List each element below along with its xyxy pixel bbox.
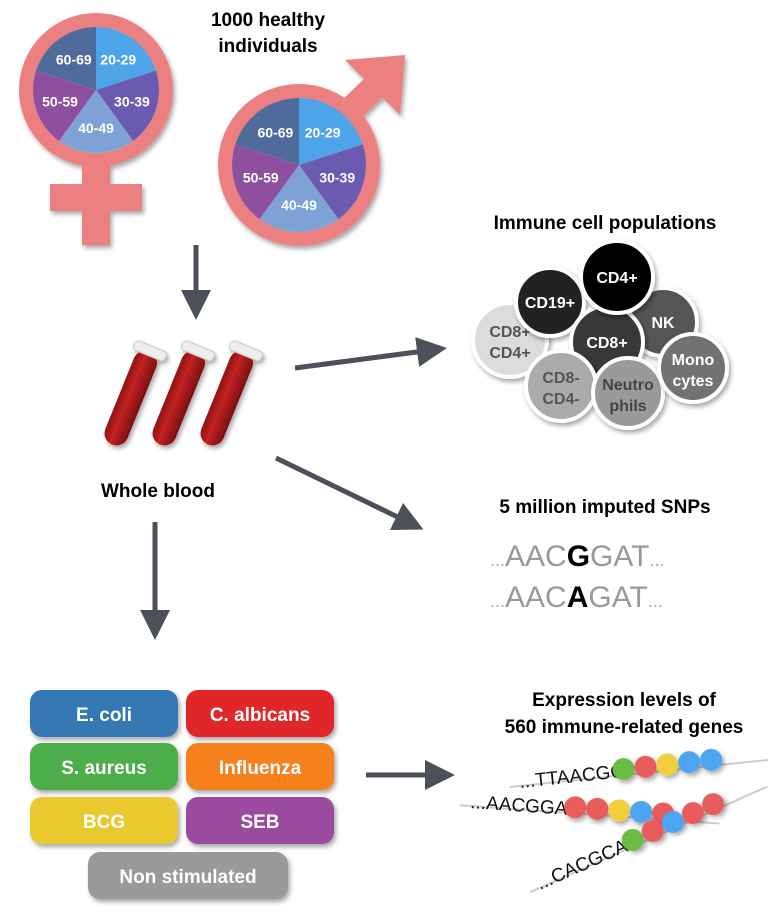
cell-label: CD8- bbox=[542, 370, 579, 387]
gene-sequence: ...AACGGAT bbox=[470, 792, 579, 820]
blood-tubes-icon bbox=[104, 340, 263, 446]
age-label: 20-29 bbox=[305, 124, 341, 140]
pie-slice-50-59 bbox=[232, 144, 299, 220]
stimulus-non-stimulated: Non stimulated bbox=[88, 852, 288, 899]
expression-bead bbox=[678, 751, 701, 774]
age-label: 20-29 bbox=[100, 51, 136, 67]
age-label: 60-69 bbox=[56, 51, 92, 67]
cell-label-line2: CD4+ bbox=[489, 345, 530, 362]
age-label: 60-69 bbox=[257, 124, 293, 140]
gene-strand: ...CACGCAA bbox=[529, 785, 768, 895]
stimulation-conditions: E. coli C. albicans S. aureus Influenza BCG S… bbox=[30, 690, 334, 899]
male-symbol-icon bbox=[218, 55, 405, 246]
cell-label: CD8+ bbox=[586, 335, 627, 352]
snp-sequences: ...AACGGAT... ...AACAGAT... bbox=[490, 540, 665, 614]
stimulus-label: Influenza bbox=[219, 758, 302, 779]
expression-bead bbox=[608, 799, 631, 822]
stimulus-e-coli: E. coli bbox=[30, 690, 178, 737]
expression-bead bbox=[621, 828, 644, 851]
cell-label: CD8+ bbox=[489, 324, 530, 341]
stimulus-s-aureus: S. aureus bbox=[30, 743, 178, 790]
snp-sequence-1: ...AACGGAT... bbox=[490, 540, 665, 573]
cell-circle bbox=[514, 266, 586, 338]
expression-title-line2: 560 immune-related genes bbox=[505, 717, 744, 738]
expression-bead bbox=[702, 793, 725, 816]
age-label: 40-49 bbox=[78, 120, 114, 136]
pie-slice-60-69 bbox=[36, 27, 96, 90]
stimulus-label: SEB bbox=[240, 812, 279, 833]
cell-label: CD4+ bbox=[596, 270, 637, 287]
cell-label-line2: CD4- bbox=[542, 391, 579, 408]
pie-slice-30-39 bbox=[96, 70, 159, 141]
pie-slice-40-49 bbox=[259, 165, 339, 232]
immune-cell-cluster: CD8+ CD4+ CD19+ NK CD8+ CD4+ CD8- CD4- Neutro phi… bbox=[471, 239, 729, 430]
cell-label: Neutro bbox=[602, 377, 654, 394]
immune-title: Immune cell populations bbox=[494, 213, 717, 234]
arrow-to-snps bbox=[274, 455, 424, 530]
pie-slice-50-59 bbox=[33, 70, 96, 141]
stimulus-bcg: BCG bbox=[30, 797, 178, 844]
snp-sequence-2: ...AACAGAT... bbox=[490, 581, 663, 614]
stimulus-seb: SEB bbox=[186, 797, 334, 844]
expression-bead bbox=[681, 802, 704, 825]
age-label: 30-39 bbox=[114, 94, 150, 110]
expression-bead bbox=[586, 797, 609, 820]
age-label: 50-59 bbox=[243, 169, 279, 185]
expression-bead bbox=[634, 755, 657, 778]
cell-circle bbox=[591, 356, 665, 430]
snps-title: 5 million imputed SNPs bbox=[499, 497, 710, 518]
expression-bead bbox=[661, 811, 684, 834]
pie-slice-30-39 bbox=[299, 144, 366, 220]
expression-bead bbox=[641, 820, 664, 843]
gene-strand: ...TTAACGG bbox=[509, 748, 769, 793]
age-label: 30-39 bbox=[319, 169, 355, 185]
stimulus-influenza: Influenza bbox=[186, 743, 334, 790]
cell-label: Mono bbox=[672, 352, 715, 369]
cohort-title-line2: individuals bbox=[218, 36, 317, 57]
expression-bead bbox=[630, 800, 653, 823]
expression-bead bbox=[564, 796, 587, 819]
cohort-title-line1: 1000 healthy bbox=[211, 10, 325, 31]
expression-bead bbox=[700, 748, 723, 771]
expression-title-line1: Expression levels of bbox=[532, 690, 716, 711]
stimulus-label: Non stimulated bbox=[119, 867, 256, 888]
age-label: 40-49 bbox=[281, 197, 317, 213]
stimulus-label: BCG bbox=[83, 812, 125, 833]
expression-bead bbox=[612, 758, 635, 781]
pie-slice-40-49 bbox=[58, 90, 134, 153]
whole-blood-label: Whole blood bbox=[101, 481, 215, 502]
pie-slice-20-29 bbox=[96, 27, 156, 90]
female-symbol-icon bbox=[19, 13, 173, 245]
pie-slice-60-69 bbox=[235, 98, 299, 165]
stimulus-label: S. aureus bbox=[61, 758, 147, 779]
gene-expression-strands: ...TTAACGG...AACGGAT...CACGCAA bbox=[460, 748, 769, 895]
cell-label-line2: cytes bbox=[673, 373, 714, 390]
stimulus-label: C. albicans bbox=[210, 705, 310, 726]
cell-label: NK bbox=[651, 315, 675, 332]
cell-circle bbox=[657, 332, 729, 404]
gene-sequence: ...TTAACGG bbox=[518, 761, 626, 793]
cell-label: CD19+ bbox=[525, 295, 575, 312]
stimulus-label: E. coli bbox=[76, 705, 132, 726]
cell-label-line2: phils bbox=[609, 398, 646, 415]
age-label: 50-59 bbox=[42, 94, 78, 110]
cell-circle bbox=[579, 239, 655, 315]
stimulus-c-albicans: C. albicans bbox=[186, 690, 334, 737]
pie-slice-20-29 bbox=[299, 98, 363, 165]
arrow-to-cells bbox=[294, 337, 447, 371]
expression-bead bbox=[656, 753, 679, 776]
